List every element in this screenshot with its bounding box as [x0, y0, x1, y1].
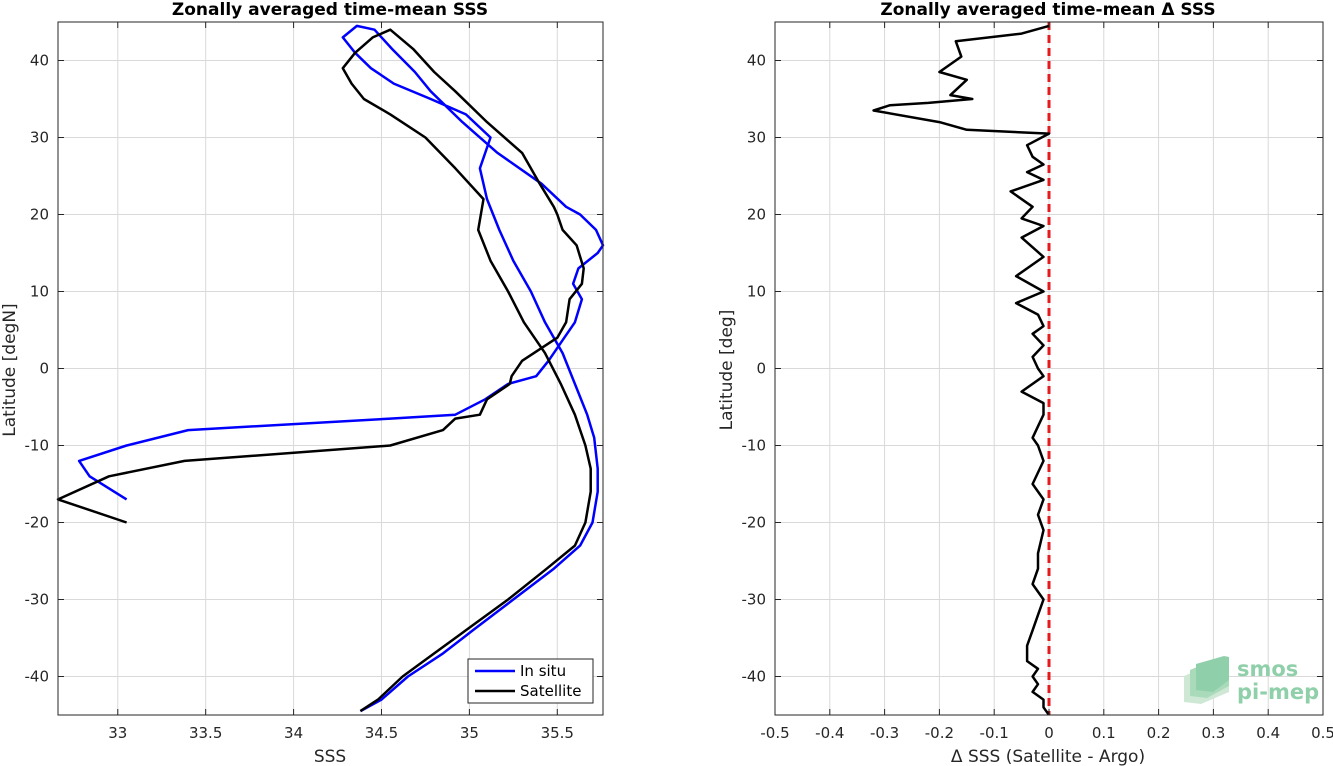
logo-layers-icon	[1184, 656, 1229, 704]
delta-sss-x-tick-label: 0.1	[1092, 724, 1116, 742]
delta-sss-x-tick-label: 0.2	[1147, 724, 1171, 742]
delta-sss-x-tick-label: -0.3	[870, 724, 899, 742]
sss-x-tick-label: 33.5	[189, 724, 222, 742]
sss-y-tick-label: -30	[25, 591, 50, 609]
logo-text-pi-mep: pi-mep	[1237, 680, 1319, 704]
delta-sss-panel: Zonally averaged time-mean Δ SSS Δ SSS (…	[717, 0, 1333, 766]
delta-sss-x-tick-label: -0.5	[760, 724, 789, 742]
sss-y-tick-label: 0	[39, 360, 49, 378]
delta-sss-y-tick-label: -20	[742, 514, 767, 532]
sss-x-tick-label: 35	[460, 724, 479, 742]
delta-sss-y-axis-label: Latitude [deg]	[717, 310, 737, 431]
sss-panel: Zonally averaged time-mean SSS SSS Latit…	[0, 0, 605, 766]
sss-x-axis-label: SSS	[314, 747, 346, 766]
delta-sss-x-tick-label: 0	[1044, 724, 1054, 742]
delta-sss-y-tick-label: 40	[747, 52, 766, 70]
sss-in-situ-line	[77, 24, 605, 713]
sss-x-tick-label: 34.5	[365, 724, 398, 742]
delta-sss-y-tick-label: -30	[742, 591, 767, 609]
delta-sss-x-axis-label: Δ SSS (Satellite - Argo)	[951, 747, 1145, 766]
delta-sss-x-tick-label: -0.2	[925, 724, 954, 742]
legend-box	[467, 658, 594, 704]
delta-sss-x-tick-label: -0.1	[980, 724, 1009, 742]
sss-x-tick-label: 35.5	[541, 724, 574, 742]
sss-y-axis-label: Latitude [degN]	[0, 303, 20, 436]
sss-y-tick-label: 10	[30, 283, 49, 301]
delta-sss-x-tick-label: 0.5	[1311, 724, 1333, 742]
sss-y-tick-label: 30	[30, 129, 49, 147]
sss-y-tick-label: 40	[30, 52, 49, 70]
delta-sss-y-tick-label: 20	[747, 206, 766, 224]
logo-text-smos: smos	[1237, 657, 1298, 681]
smos-pi-mep-logo: smos pi-mep	[1184, 656, 1319, 704]
delta-sss-y-tick-label: 30	[747, 129, 766, 147]
delta-sss-y-tick-label: 0	[756, 360, 766, 378]
sss-chart-title: Zonally averaged time-mean SSS	[172, 0, 488, 20]
sss-x-tick-label: 33	[108, 724, 127, 742]
legend-label-in-situ: In situ	[520, 662, 566, 680]
delta-sss-x-tick-label: 0.4	[1256, 724, 1280, 742]
sss-satellite-line	[56, 28, 592, 713]
delta-sss-x-tick-label: -0.4	[815, 724, 844, 742]
delta-sss-chart-title: Zonally averaged time-mean Δ SSS	[880, 0, 1215, 20]
sss-y-tick-label: -40	[25, 668, 50, 686]
delta-sss-y-tick-label: -40	[742, 668, 767, 686]
sss-x-tick-label: 34	[284, 724, 303, 742]
delta-sss-y-tick-label: -10	[742, 437, 767, 455]
delta-sss-x-tick-label: 0.3	[1201, 724, 1225, 742]
sss-y-tick-label: -20	[25, 514, 50, 532]
delta-sss-series-line	[872, 24, 1051, 716]
legend-label-satellite: Satellite	[520, 682, 581, 700]
sss-y-tick-label: -10	[25, 437, 50, 455]
delta-sss-y-tick-label: 10	[747, 283, 766, 301]
sss-y-tick-label: 20	[30, 206, 49, 224]
